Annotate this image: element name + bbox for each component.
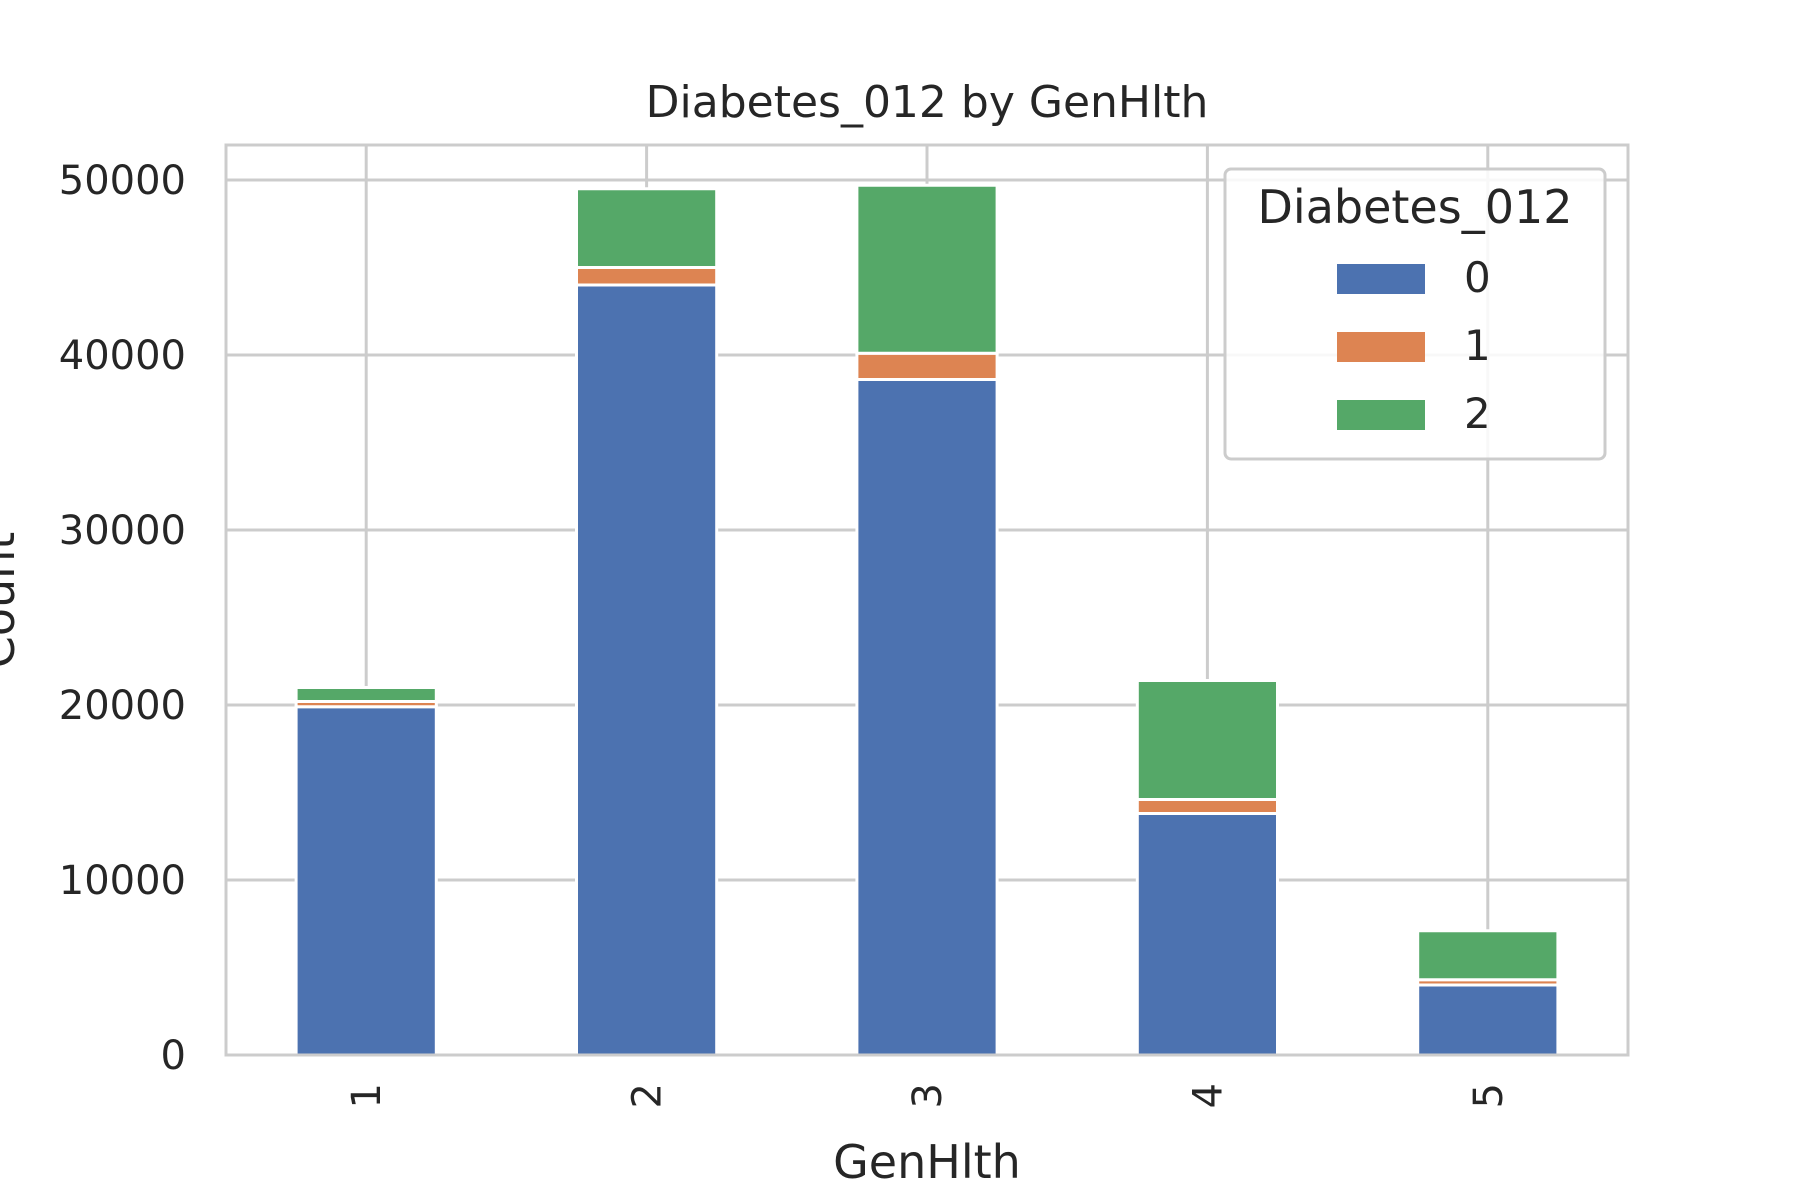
bar-segment-2-series-0 bbox=[575, 283, 719, 1057]
bar-segment-2-series-2 bbox=[575, 187, 719, 269]
legend-swatch-1 bbox=[1337, 332, 1425, 362]
legend-swatch-0 bbox=[1337, 264, 1425, 294]
bar-segment-1-series-0 bbox=[294, 705, 438, 1057]
legend: Diabetes_012 0 1 2 bbox=[1223, 167, 1607, 461]
y-tick-label: 40000 bbox=[59, 333, 186, 379]
plot-frame bbox=[224, 143, 1630, 1057]
legend-box bbox=[1223, 167, 1607, 461]
chart-title: Diabetes_012 by GenHlth bbox=[646, 77, 1209, 128]
bar-segment-3-series-2 bbox=[855, 183, 999, 355]
legend-swatch-2 bbox=[1337, 400, 1425, 430]
y-tick-label: 0 bbox=[161, 1033, 186, 1079]
x-tick-label: 1 bbox=[344, 1083, 390, 1108]
x-tick-labels: 1 2 3 4 5 bbox=[344, 1083, 1512, 1108]
bar-segment-5-series-0 bbox=[1416, 983, 1560, 1057]
y-tick-label: 50000 bbox=[59, 158, 186, 204]
bar-segment-4-series-2 bbox=[1135, 679, 1280, 801]
legend-label-1: 1 bbox=[1464, 321, 1491, 370]
x-tick-label: 2 bbox=[625, 1083, 671, 1108]
y-tick-label: 30000 bbox=[59, 508, 186, 554]
legend-label-2: 2 bbox=[1464, 389, 1491, 438]
x-axis-label: GenHlth bbox=[833, 1135, 1021, 1189]
bar-segment-3-series-1 bbox=[855, 351, 999, 381]
bar-segment-3-series-0 bbox=[855, 378, 999, 1057]
bar-segment-2-series-1 bbox=[575, 266, 719, 287]
legend-title: Diabetes_012 bbox=[1258, 180, 1573, 234]
y-tick-label: 20000 bbox=[59, 683, 186, 729]
y-tick-label: 10000 bbox=[59, 858, 186, 904]
x-tick-label: 5 bbox=[1466, 1083, 1512, 1108]
x-tick-label: 4 bbox=[1185, 1083, 1231, 1108]
bar-segment-5-series-2 bbox=[1416, 929, 1560, 982]
bar-segment-1-series-2 bbox=[294, 686, 438, 703]
bars bbox=[294, 183, 1560, 1057]
y-axis-label: Count bbox=[0, 532, 25, 669]
y-tick-labels: 0 10000 20000 30000 40000 50000 bbox=[59, 158, 186, 1079]
bar-segment-4-series-1 bbox=[1135, 798, 1280, 815]
legend-items: 0 1 2 bbox=[1337, 253, 1491, 438]
bar-segment-4-series-0 bbox=[1135, 812, 1280, 1057]
legend-label-0: 0 bbox=[1464, 253, 1491, 302]
x-tick-label: 3 bbox=[905, 1083, 951, 1108]
